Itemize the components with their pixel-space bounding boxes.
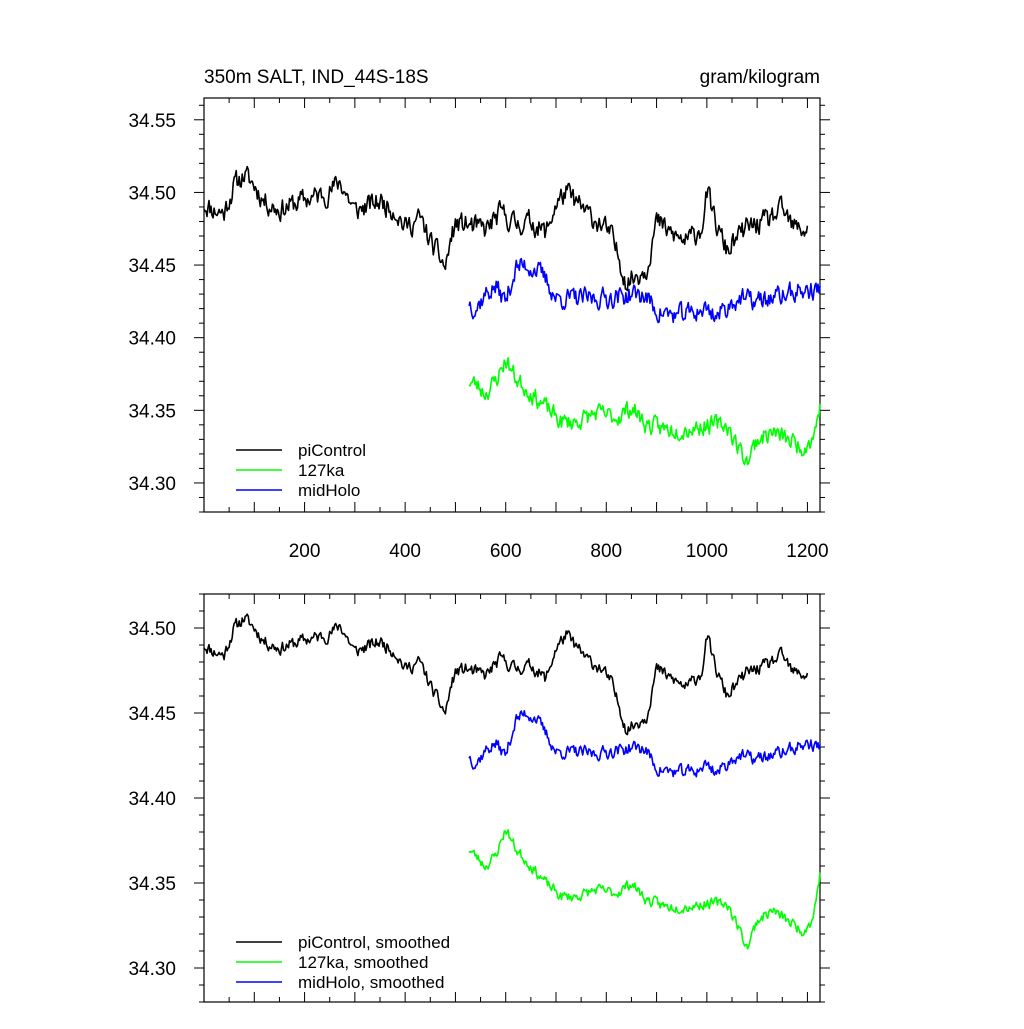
top-panel: 350m SALT, IND_44S-18S gram/kilogram 200… [128,67,830,562]
plot-frame [203,593,821,1003]
y-tick-label: 34.35 [128,874,176,895]
series-line-1 [203,613,809,736]
legend-label: midHolo, smoothed [298,973,444,992]
series-line-3 [468,709,821,778]
series-line-3 [468,257,821,324]
y-tick-label: 34.55 [128,111,176,132]
y-tick-label: 34.40 [128,329,176,350]
legend-label: midHolo [298,481,360,500]
y-tick-label: 34.40 [128,789,176,810]
y-tick-label: 34.30 [128,959,176,980]
x-tick-label: 800 [590,541,622,562]
y-tick-label: 34.45 [128,704,176,725]
legend-label: 127ka, smoothed [298,953,428,972]
x-tick-label: 1200 [786,541,828,562]
units-label: gram/kilogram [700,67,820,88]
x-tick-label: 600 [490,541,522,562]
plot-frame [203,97,821,513]
y-tick-label: 34.35 [128,401,176,422]
y-tick-label: 34.45 [128,256,176,277]
series-line-2 [468,829,821,950]
legend-label: piControl, smoothed [298,933,450,952]
legend-label: 127ka [298,461,345,480]
x-tick-label: 400 [389,541,421,562]
chart-title: 350m SALT, IND_44S-18S [204,67,429,88]
x-tick-label: 200 [289,541,321,562]
y-tick-label: 34.50 [128,183,176,204]
legend-label: piControl [298,441,366,460]
bottom-panel: 34.30 34.35 34.40 34.45 34.50 piControl, smoo… [128,593,830,1003]
y-tick-label: 34.50 [128,619,176,640]
x-tick-label: 1000 [686,541,728,562]
y-tick-label: 34.30 [128,474,176,495]
series-line-2 [468,356,821,466]
series-line-1 [203,165,809,292]
